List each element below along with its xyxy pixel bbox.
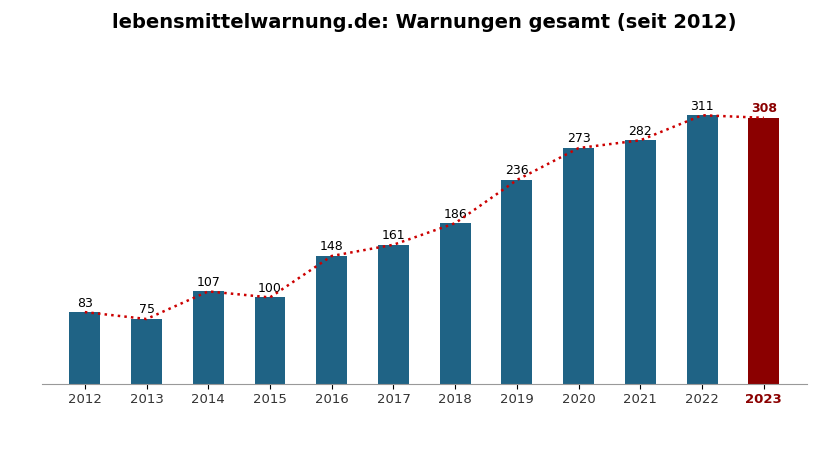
Title: lebensmittelwarnung.de: Warnungen gesamt (seit 2012): lebensmittelwarnung.de: Warnungen gesamt… — [112, 14, 736, 32]
Text: 308: 308 — [750, 102, 777, 115]
Bar — [378, 245, 409, 384]
Bar — [131, 319, 162, 384]
Text: 107: 107 — [196, 276, 220, 289]
Bar — [502, 180, 532, 384]
Bar — [440, 223, 471, 384]
Bar — [686, 115, 717, 384]
Text: 100: 100 — [258, 282, 282, 295]
Bar — [749, 118, 780, 384]
Bar — [563, 148, 594, 384]
Text: 311: 311 — [691, 100, 714, 113]
Text: 282: 282 — [628, 124, 652, 138]
Bar — [193, 292, 224, 384]
Text: 161: 161 — [382, 229, 405, 242]
Bar — [69, 312, 100, 384]
Text: 186: 186 — [443, 208, 467, 220]
Text: 148: 148 — [319, 241, 344, 253]
Bar — [316, 256, 347, 384]
Text: 236: 236 — [505, 164, 528, 177]
Bar — [255, 298, 285, 384]
Text: 83: 83 — [77, 297, 92, 309]
Text: 273: 273 — [567, 132, 591, 146]
Text: 75: 75 — [139, 303, 155, 316]
Bar — [625, 140, 656, 384]
